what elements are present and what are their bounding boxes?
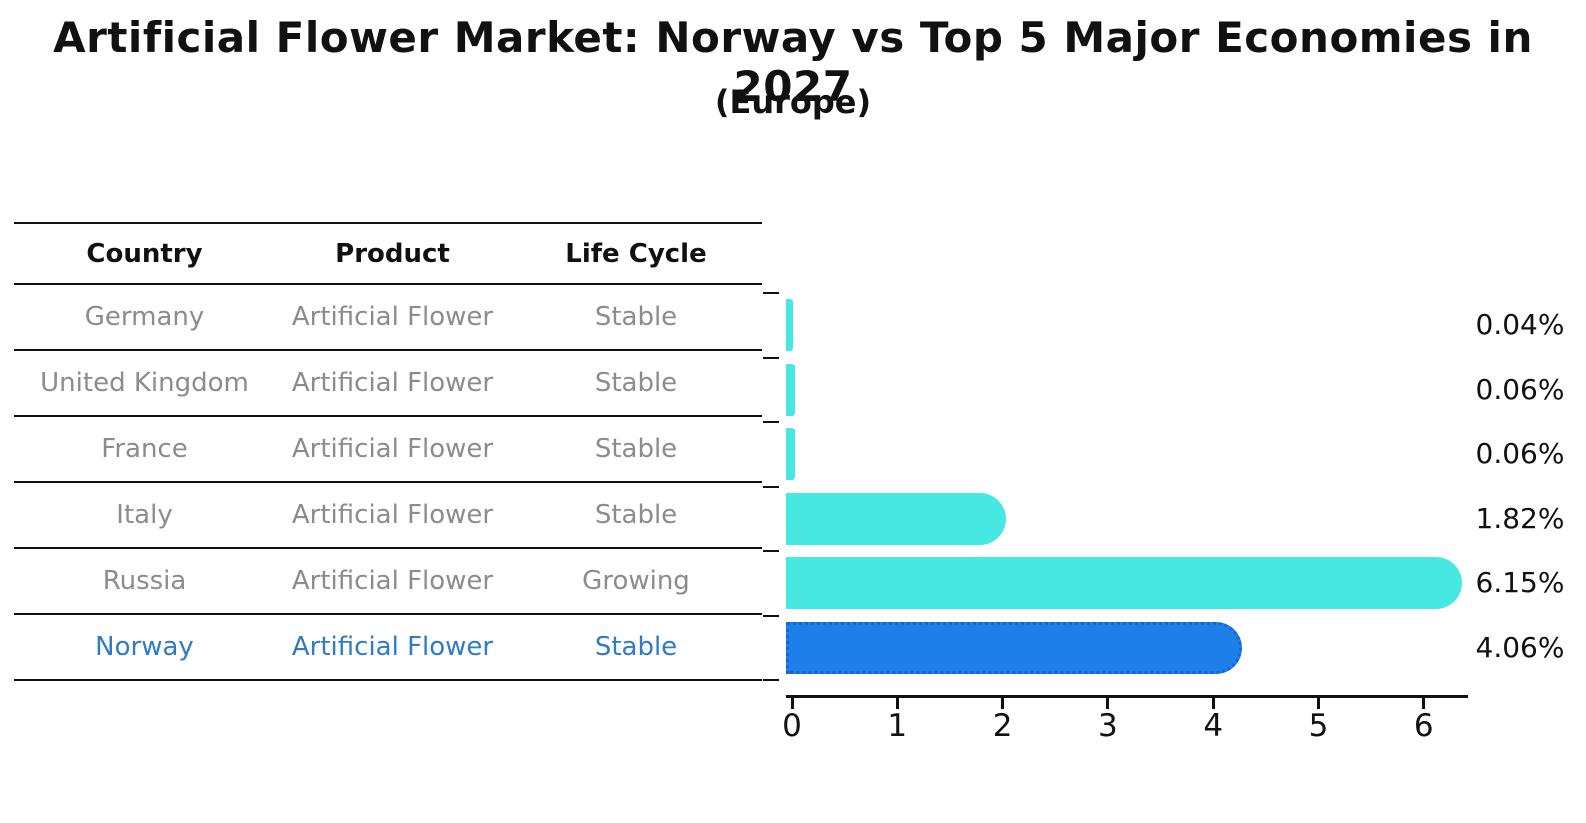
page-title: Artificial Flower Market: Norway vs Top …	[53, 13, 1533, 111]
cell-country: Germany	[84, 302, 205, 332]
x-axis-tick-label: 5	[1308, 708, 1329, 744]
cell-product: Artificial Flower	[291, 500, 494, 530]
value-label-united-kingdom: 0.06%	[1475, 372, 1565, 406]
table-row-united-kingdom: United Kingdom Artificial Flower Stable	[14, 351, 762, 417]
table-row-norway: Norway Artificial Flower Stable	[14, 615, 762, 681]
value-label-italy: 1.82%	[1475, 501, 1565, 535]
cell-country: Russia	[102, 566, 187, 596]
y-axis-tick	[763, 292, 779, 294]
cell-life-cycle: Growing	[582, 566, 690, 596]
header-country: Country	[86, 238, 203, 269]
y-axis-tick	[763, 614, 779, 617]
y-axis-tick	[763, 485, 779, 488]
x-axis-tick-label: 1	[887, 708, 908, 744]
table-row-germany: Germany Artificial Flower Stable	[14, 285, 762, 351]
bar-norway	[786, 621, 1242, 674]
x-axis-tick-label: 4	[1203, 708, 1224, 744]
x-axis-line	[786, 695, 1468, 698]
value-label-russia: 6.15%	[1475, 566, 1565, 599]
x-axis-tick	[895, 698, 899, 709]
x-axis-tick	[1422, 698, 1426, 709]
x-axis-tick	[1211, 698, 1215, 709]
y-axis-tick	[763, 679, 779, 681]
bar-france	[786, 428, 796, 481]
bar-germany	[786, 299, 794, 352]
cell-product: Artificial Flower	[291, 566, 494, 596]
cell-life-cycle: Stable	[594, 500, 678, 530]
page-subtitle: (Europe)	[714, 83, 872, 121]
x-axis-tick-label: 2	[992, 708, 1013, 744]
value-label-germany: 0.04%	[1475, 308, 1565, 341]
cell-country: France	[101, 434, 188, 464]
market-table: Country Product Life Cycle Germany Artifi…	[14, 222, 762, 681]
x-axis-tick-label: 6	[1413, 708, 1434, 744]
header-life-cycle: Life Cycle	[565, 238, 707, 269]
cell-product: Artificial Flower	[291, 302, 494, 332]
cell-product: Artificial Flower	[291, 434, 494, 464]
table-row-france: France Artificial Flower Stable	[14, 417, 762, 483]
cell-country: Italy	[116, 500, 173, 530]
header-product: Product	[335, 238, 450, 269]
table-header-row: Country Product Life Cycle	[14, 222, 762, 285]
bar-russia	[786, 557, 1462, 610]
cell-product: Artificial Flower	[291, 632, 494, 662]
x-axis-tick	[1317, 698, 1320, 709]
x-axis-tick-label: 3	[1098, 708, 1118, 744]
x-axis-tick	[1001, 698, 1005, 709]
value-label-france: 0.06%	[1475, 437, 1565, 470]
bar-italy	[786, 492, 1006, 545]
y-axis-tick	[763, 421, 779, 423]
value-label-norway: 4.06%	[1475, 630, 1565, 664]
cell-country: Norway	[95, 632, 194, 662]
cell-country: United Kingdom	[40, 368, 249, 398]
cell-life-cycle: Stable	[594, 434, 678, 464]
x-axis-tick	[790, 698, 794, 709]
table-body: Germany Artificial Flower Stable United Kin…	[14, 285, 762, 681]
table-row-italy: Italy Artificial Flower Stable	[14, 483, 762, 549]
x-axis-tick	[1106, 698, 1110, 709]
cell-life-cycle: Stable	[594, 368, 678, 398]
cell-product: Artificial Flower	[291, 368, 494, 398]
y-axis-tick	[763, 550, 779, 552]
bar-united-kingdom	[786, 363, 796, 416]
cell-life-cycle: Stable	[594, 632, 678, 662]
y-axis-tick	[763, 356, 779, 359]
cell-life-cycle: Stable	[594, 302, 678, 332]
table-row-russia: Russia Artificial Flower Growing	[14, 549, 762, 615]
x-axis-tick-label: 0	[782, 708, 802, 744]
